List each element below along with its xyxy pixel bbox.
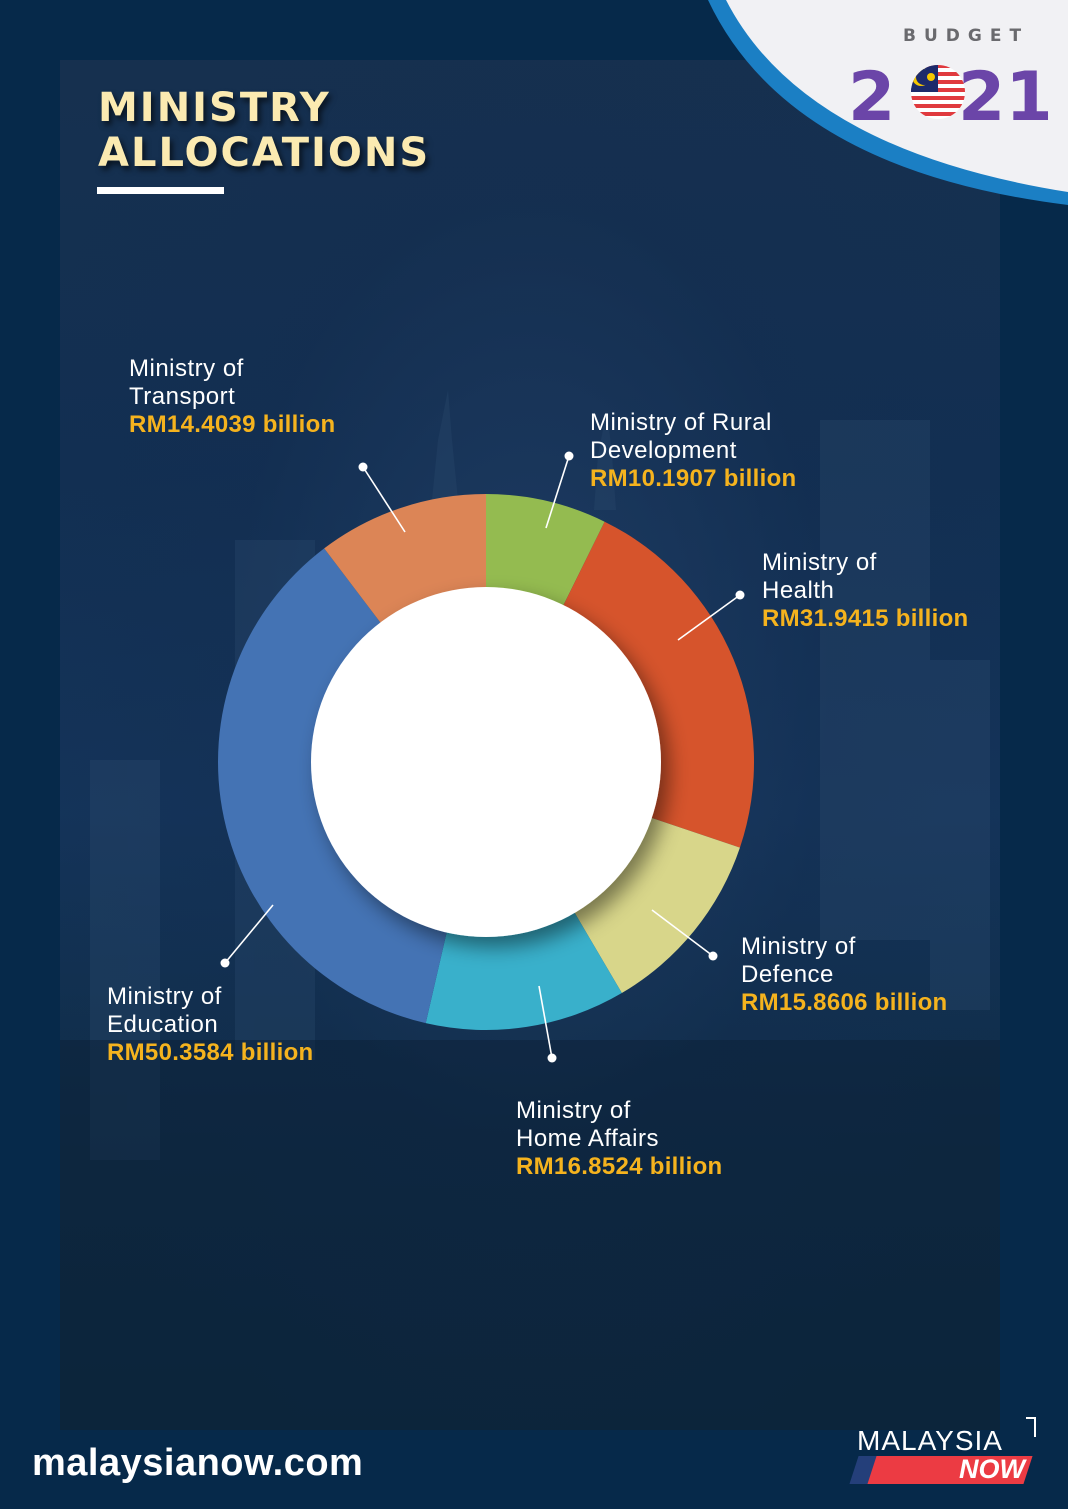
donut-slice: [217, 548, 447, 1024]
malaysia-flag-icon: [911, 65, 965, 119]
website-link[interactable]: malaysianow.com: [32, 1442, 364, 1484]
label-defence: Ministry of Defence RM15.8606 billion: [741, 933, 948, 1017]
year-21-glyph: 21: [958, 58, 1053, 137]
donut-slice: [563, 521, 755, 848]
page-title: MINISTRY ALLOCATIONS: [98, 86, 430, 176]
label-value: RM16.8524 billion: [516, 1153, 723, 1180]
label-rural-development: Ministry of Rural Development RM10.1907 …: [590, 409, 797, 493]
label-home-affairs: Ministry of Home Affairs RM16.8524 billi…: [516, 1097, 723, 1181]
leader-line: [545, 455, 570, 529]
budget-2021-badge: 2 21: [708, 0, 1068, 210]
label-value: RM15.8606 billion: [741, 989, 948, 1016]
label-name: Ministry of Home Affairs: [516, 1097, 659, 1152]
label-name: Ministry of Rural Development: [590, 409, 772, 464]
label-name: Ministry of Education: [107, 983, 222, 1038]
leader-line: [651, 909, 714, 957]
donut-slice: [324, 494, 486, 624]
leader-line: [362, 466, 406, 533]
leader-dot-icon: [220, 958, 230, 968]
donut-slice: [425, 911, 622, 1030]
label-name: Ministry of Defence: [741, 933, 856, 988]
leader-dot-icon: [547, 1053, 557, 1063]
year-2-glyph: 2: [848, 58, 895, 137]
label-education: Ministry of Education RM50.3584 billion: [107, 983, 314, 1067]
logo-text-malaysia: MALAYSIA: [857, 1425, 1003, 1456]
title-underline: [97, 187, 224, 194]
title-line-1: MINISTRY: [98, 85, 331, 131]
leader-dot-icon: [564, 451, 574, 461]
label-name: Ministry of Health: [762, 549, 877, 604]
donut-center-hole: [311, 587, 661, 937]
donut-slice: [486, 494, 605, 606]
leader-line: [677, 594, 741, 641]
budget-label: BUDGET: [903, 26, 1030, 46]
leader-line: [538, 985, 553, 1059]
logo-text-now: NOW: [959, 1454, 1025, 1484]
label-health: Ministry of Health RM31.9415 billion: [762, 549, 969, 633]
leader-line: [224, 904, 274, 964]
malaysia-now-logo: MALAYSIA NOW: [849, 1415, 1050, 1495]
leader-dot-icon: [708, 951, 718, 961]
donut-slice: [574, 817, 740, 994]
label-value: RM14.4039 billion: [129, 411, 336, 438]
label-value: RM31.9415 billion: [762, 605, 969, 632]
label-value: RM10.1907 billion: [590, 465, 797, 492]
leader-dot-icon: [358, 462, 368, 472]
label-name: Ministry of Transport: [129, 355, 244, 410]
title-line-2: ALLOCATIONS: [98, 130, 431, 176]
label-value: RM50.3584 billion: [107, 1039, 314, 1066]
logo-corner-mark: [1026, 1417, 1036, 1437]
label-transport: Ministry of Transport RM14.4039 billion: [129, 355, 336, 439]
leader-dot-icon: [735, 590, 745, 600]
